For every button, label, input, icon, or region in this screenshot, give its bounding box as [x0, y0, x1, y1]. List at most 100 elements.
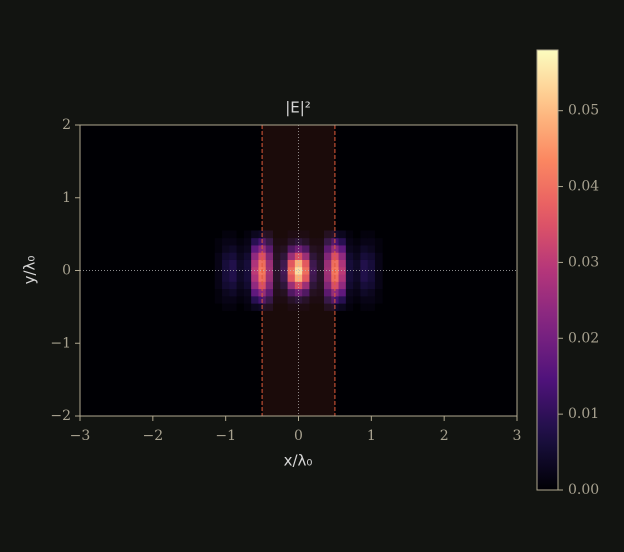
colorbar — [536, 49, 559, 491]
heatmap-cell — [353, 274, 361, 282]
heatmap-cell — [265, 295, 274, 304]
heatmap-cell — [360, 266, 369, 275]
heatmap-cell — [360, 303, 369, 311]
heatmap-cell — [229, 295, 237, 304]
colorbar-tick-label: 0.03 — [568, 254, 599, 270]
heatmap-cell — [214, 237, 223, 246]
heatmap-cell — [273, 303, 281, 311]
heatmap-cell — [331, 281, 339, 290]
heatmap-cell — [251, 288, 259, 297]
heatmap-cell — [345, 252, 354, 260]
heatmap-cell — [338, 281, 347, 290]
heatmap-cell — [236, 295, 245, 304]
heatmap-cell — [214, 303, 223, 311]
heatmap-cell — [243, 295, 252, 304]
heatmap-cell — [287, 281, 296, 290]
heatmap-cell — [323, 252, 332, 260]
heatmap-cell — [338, 295, 347, 304]
heatmap-cell — [265, 252, 274, 260]
heatmap-cell — [287, 288, 296, 297]
heatmap-cell — [374, 281, 383, 290]
heatmap-cell — [214, 230, 223, 239]
heatmap-cell — [229, 288, 237, 297]
heatmap-cell — [236, 237, 245, 246]
heatmap-cell — [323, 281, 332, 290]
y-tick-label: 1 — [62, 190, 71, 206]
heatmap-cell — [309, 266, 318, 275]
heatmap-cell — [360, 295, 369, 304]
heatmap-cell — [345, 237, 354, 246]
heatmap-cell — [222, 259, 230, 268]
heatmap-cell — [309, 274, 318, 282]
heatmap-cell — [229, 230, 237, 239]
heatmap-cell — [258, 288, 267, 297]
colorbar-tick-label: 0.05 — [568, 103, 599, 119]
heatmap-cell — [265, 274, 274, 282]
heatmap-cell — [316, 230, 325, 239]
heatmap-cell — [316, 237, 325, 246]
heatmap-cell — [243, 266, 252, 275]
heatmap-cell — [323, 245, 332, 253]
heatmap-cell — [251, 252, 259, 260]
heatmap-cell — [345, 259, 354, 268]
heatmap-cell — [338, 288, 347, 297]
heatmap-cell — [214, 245, 223, 253]
heatmap-cell — [251, 295, 259, 304]
heatmap-cell — [222, 295, 230, 304]
heatmap-cell — [353, 230, 361, 239]
y-tick-label: 2 — [62, 117, 71, 133]
heatmap-cell — [294, 230, 303, 239]
heatmap-cell — [338, 259, 347, 268]
heatmap-cell — [302, 259, 310, 268]
heatmap-cell — [294, 274, 303, 282]
heatmap-cell — [338, 252, 347, 260]
heatmap-cell — [251, 281, 259, 290]
heatmap-cell — [309, 252, 318, 260]
heatmap-cell — [345, 274, 354, 282]
heatmap-cell — [302, 237, 310, 246]
heatmap-cell — [302, 252, 310, 260]
heatmap-cell — [236, 281, 245, 290]
heatmap-cell — [222, 252, 230, 260]
heatmap-cell — [236, 266, 245, 275]
heatmap-cell — [302, 288, 310, 297]
heatmap-cell — [360, 245, 369, 253]
heatmap-cell — [309, 245, 318, 253]
heatmap-cell — [323, 274, 332, 282]
colorbar-tick-label: 0.04 — [568, 179, 599, 195]
heatmap-cell — [214, 281, 223, 290]
heatmap-cell — [251, 259, 259, 268]
heatmap-cell — [287, 266, 296, 275]
heatmap-cell — [251, 303, 259, 311]
heatmap-cell — [236, 259, 245, 268]
heatmap-cell — [294, 303, 303, 311]
heatmap-cell — [338, 274, 347, 282]
heatmap-cell — [273, 266, 281, 275]
heatmap-cell — [302, 274, 310, 282]
y-tick-label: −1 — [50, 335, 71, 351]
heatmap-cell — [345, 303, 354, 311]
colorbar-tick-label: 0.00 — [568, 482, 599, 498]
heatmap-cell — [294, 266, 303, 275]
heatmap-cell — [222, 245, 230, 253]
heatmap-cell — [323, 259, 332, 268]
heatmap-cell — [367, 245, 376, 253]
x-tick-label: 2 — [440, 428, 449, 444]
heatmap-cell — [367, 288, 376, 297]
heatmap-cell — [243, 230, 252, 239]
heatmap-cell — [229, 252, 237, 260]
heatmap-cell — [353, 288, 361, 297]
heatmap-cell — [280, 259, 288, 268]
heatmap-cell — [243, 252, 252, 260]
heatmap-cell — [367, 230, 376, 239]
heatmap-cell — [302, 245, 310, 253]
chart-title: |E|² — [285, 99, 311, 117]
heatmap-cell — [374, 295, 383, 304]
heatmap-cell — [251, 266, 259, 275]
heatmap-cell — [360, 288, 369, 297]
heatmap-cell — [338, 303, 347, 311]
heatmap-cell — [222, 303, 230, 311]
y-tick-label: −2 — [50, 408, 71, 424]
heatmap-cell — [353, 303, 361, 311]
heatmap-cell — [222, 274, 230, 282]
